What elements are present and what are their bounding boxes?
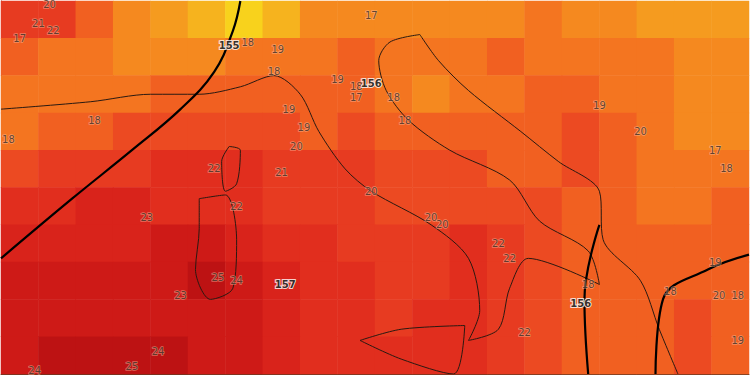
- svg-text:18: 18: [88, 115, 101, 126]
- svg-text:17: 17: [709, 145, 722, 156]
- svg-text:19: 19: [271, 44, 284, 55]
- svg-text:18: 18: [720, 163, 733, 174]
- svg-text:22: 22: [492, 238, 505, 249]
- svg-text:20: 20: [365, 186, 378, 197]
- svg-text:24: 24: [28, 365, 41, 375]
- svg-text:18: 18: [268, 66, 281, 77]
- svg-text:18: 18: [582, 279, 595, 290]
- svg-text:19: 19: [593, 100, 606, 111]
- svg-text:157: 157: [275, 279, 296, 290]
- svg-text:156: 156: [570, 298, 591, 309]
- svg-text:21: 21: [32, 18, 45, 29]
- svg-text:22: 22: [230, 201, 243, 212]
- svg-text:24: 24: [230, 275, 243, 286]
- svg-text:23: 23: [174, 290, 187, 301]
- svg-text:20: 20: [43, 0, 56, 10]
- svg-text:25: 25: [212, 272, 225, 283]
- svg-text:20: 20: [290, 141, 303, 152]
- svg-text:25: 25: [126, 361, 139, 372]
- svg-text:18: 18: [664, 286, 677, 297]
- svg-text:22: 22: [208, 163, 221, 174]
- svg-text:18: 18: [399, 115, 412, 126]
- svg-text:155: 155: [219, 40, 240, 51]
- svg-text:19: 19: [331, 74, 344, 85]
- svg-text:17: 17: [365, 10, 378, 21]
- svg-text:19: 19: [731, 335, 744, 346]
- svg-text:24: 24: [152, 346, 165, 357]
- svg-text:18: 18: [387, 92, 400, 103]
- svg-text:22: 22: [518, 327, 531, 338]
- svg-text:156: 156: [361, 78, 382, 89]
- svg-text:19: 19: [298, 122, 311, 133]
- svg-text:21: 21: [275, 167, 288, 178]
- svg-text:17: 17: [13, 33, 26, 44]
- svg-text:22: 22: [47, 25, 60, 36]
- svg-text:18: 18: [241, 37, 254, 48]
- svg-text:23: 23: [140, 212, 153, 223]
- svg-text:17: 17: [350, 92, 363, 103]
- svg-text:19: 19: [283, 104, 296, 115]
- svg-text:19: 19: [709, 257, 722, 268]
- svg-text:18: 18: [2, 134, 15, 145]
- svg-text:18: 18: [731, 290, 744, 301]
- svg-text:18: 18: [349, 81, 363, 93]
- svg-text:22: 22: [503, 253, 516, 264]
- svg-text:20: 20: [713, 290, 726, 301]
- svg-text:20: 20: [634, 126, 647, 137]
- svg-text:20: 20: [436, 219, 449, 230]
- svg-text:20: 20: [424, 211, 438, 223]
